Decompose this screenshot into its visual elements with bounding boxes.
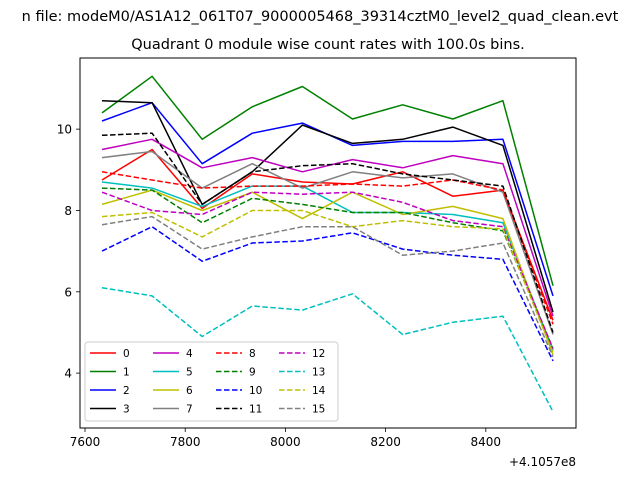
legend-label-14: 14 — [312, 385, 326, 397]
y-tick-label: 6 — [64, 285, 72, 299]
legend-label-15: 15 — [312, 404, 325, 416]
legend-label-0: 0 — [123, 348, 130, 360]
x-axis: 7600 7800 8000 8200 8400 — [70, 428, 501, 449]
plot-area — [101, 75, 554, 413]
x-axis-offset-label: +4.1057e8 — [509, 455, 576, 469]
legend-box — [84, 341, 339, 422]
series-line-6 — [101, 189, 554, 356]
legend-label-3: 3 — [123, 404, 130, 416]
chart-title: Quadrant 0 module wise count rates with … — [131, 37, 525, 53]
axes-frame — [79, 57, 577, 429]
legend-label-7: 7 — [186, 404, 193, 416]
legend-label-1: 1 — [123, 367, 130, 379]
y-tick-label: 4 — [64, 367, 72, 381]
series-line-8 — [101, 171, 554, 325]
series-line-5 — [101, 181, 554, 351]
legend-label-10: 10 — [249, 385, 262, 397]
series-line-12 — [101, 191, 554, 349]
legend-label-12: 12 — [312, 348, 325, 360]
x-tick-label: 7600 — [70, 435, 101, 449]
legend-label-8: 8 — [249, 348, 256, 360]
legend-label-2: 2 — [123, 385, 130, 397]
legend-label-13: 13 — [312, 367, 325, 379]
x-tick-label: 8000 — [270, 435, 301, 449]
y-tick-label: 10 — [57, 123, 72, 137]
series-line-9 — [101, 187, 554, 349]
legend-label-9: 9 — [249, 367, 256, 379]
series-line-4 — [101, 138, 554, 317]
y-tick-label: 8 — [64, 204, 72, 218]
legend-label-11: 11 — [249, 404, 262, 416]
legend-label-4: 4 — [186, 348, 193, 360]
series-line-10 — [101, 225, 554, 362]
legend-label-6: 6 — [186, 385, 193, 397]
series-line-13 — [101, 286, 554, 413]
series-line-1 — [101, 75, 554, 286]
x-tick-label: 8200 — [370, 435, 401, 449]
x-tick-label: 8400 — [471, 435, 502, 449]
series-line-0 — [101, 148, 554, 321]
series-line-15 — [101, 215, 554, 358]
figure-suptitle: n file: modeM0/AS1A12_061T07_9000005468_… — [22, 9, 619, 25]
series-line-11 — [101, 132, 554, 333]
legend-label-5: 5 — [186, 367, 193, 379]
x-tick-label: 7800 — [170, 435, 201, 449]
y-axis: 4 6 8 10 — [57, 123, 80, 381]
